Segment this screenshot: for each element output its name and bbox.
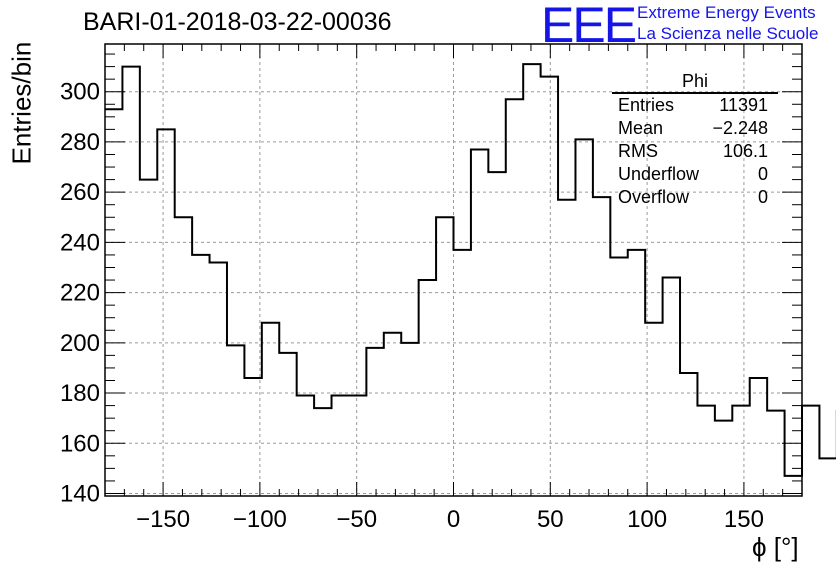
stats-row-rms: RMS 106.1 (612, 140, 778, 163)
stats-key: RMS (618, 141, 658, 161)
grid-lines (105, 44, 802, 496)
stats-row-underflow: Underflow 0 (612, 163, 778, 186)
stats-key: Overflow (618, 187, 690, 207)
histogram-series (105, 63, 836, 477)
stats-value: 11391 (719, 95, 768, 115)
stats-value: 0 (757, 187, 768, 207)
stats-title: Phi (612, 70, 778, 94)
eee-logo-mark: EEE (541, 0, 637, 53)
histogram-steps (105, 63, 836, 477)
stats-key: Underflow (618, 164, 700, 184)
y-tick-label: 140 (60, 480, 100, 507)
y-tick-label: 240 (60, 229, 100, 256)
y-tick-label: 200 (60, 330, 100, 357)
y-tick-label: 280 (60, 129, 100, 156)
stats-value: 0 (757, 164, 768, 184)
y-tick-label: 300 (60, 79, 100, 106)
x-tick-label: 0 (447, 506, 460, 533)
x-axis-label: ϕ [°] (752, 532, 799, 562)
axis-tick-labels: −150 −100 −50 0 50 100 150 140 160 180 200 220 240 26… (60, 79, 764, 533)
y-tick-label: 160 (60, 430, 100, 457)
logo-text-line2: La Scienza nelle Scuole (637, 24, 819, 43)
stats-row-entries: Entries 11391 (612, 94, 778, 117)
axis-ticks (104, 44, 803, 496)
stats-row-mean: Mean −2.248 (612, 117, 778, 140)
y-tick-label: 260 (60, 179, 100, 206)
y-axis-label: Entries/bin (6, 41, 37, 165)
stats-value: −2.248 (712, 118, 768, 138)
y-tick-label: 180 (60, 380, 100, 407)
x-tick-label: −50 (336, 506, 377, 533)
logo-text-line1: Extreme Energy Events (637, 3, 816, 22)
y-tick-label: 220 (60, 280, 100, 307)
x-tick-label: 150 (724, 506, 764, 533)
x-tick-label: −150 (136, 506, 190, 533)
x-tick-label: −100 (233, 506, 287, 533)
stats-key: Entries (618, 95, 675, 115)
stats-key: Mean (618, 118, 664, 138)
stats-value: 106.1 (722, 141, 768, 161)
stats-box: Phi Entries 11391 Mean −2.248 RMS 106.1 … (612, 70, 778, 209)
chart-title: BARI-01-2018-03-22-00036 (83, 8, 392, 36)
stats-row-overflow: Overflow 0 (612, 186, 778, 209)
x-tick-label: 100 (627, 506, 667, 533)
x-tick-label: 50 (537, 506, 564, 533)
